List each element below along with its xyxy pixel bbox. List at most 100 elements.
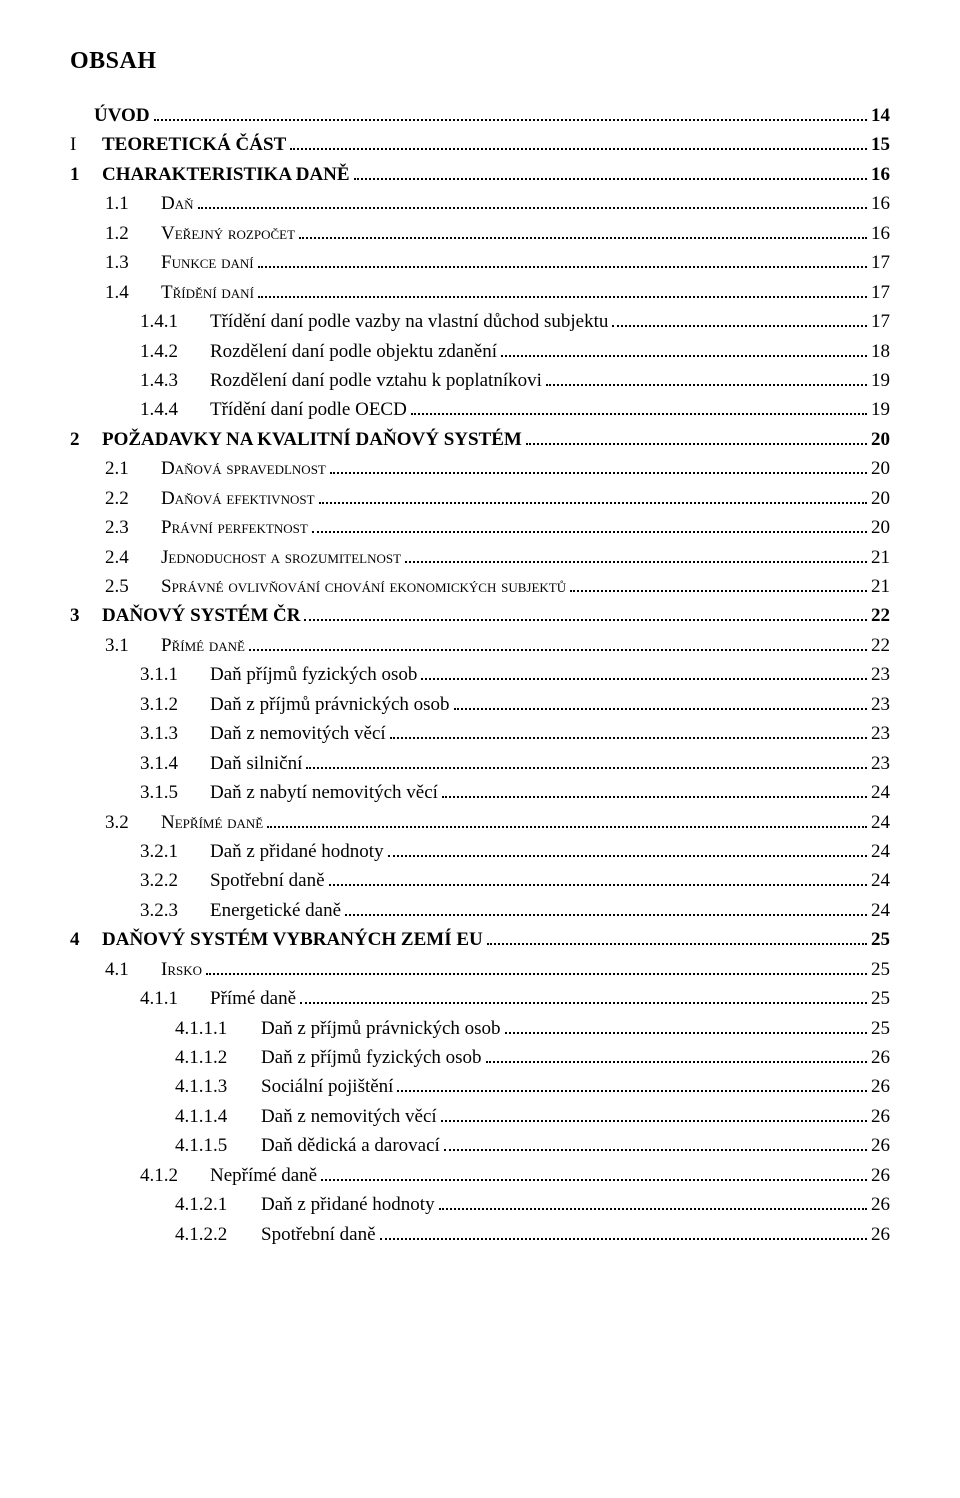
toc-page-number: 17 [871, 248, 890, 277]
dot-leader [321, 1163, 867, 1181]
toc-page-number: 22 [871, 631, 890, 660]
toc-page-number: 24 [871, 778, 890, 807]
toc-entry: 2.1Daňová spravedlnost20 [105, 454, 890, 483]
toc-label: Přímé daně [153, 631, 245, 660]
toc-label: Rozdělení daní podle vztahu k poplatníko… [202, 366, 542, 395]
toc-page-number: 16 [871, 189, 890, 218]
toc-entry: 4.1.2.1Daň z přidané hodnoty26 [175, 1190, 890, 1219]
toc-entry: 3.2.3Energetické daně24 [140, 896, 890, 925]
dot-leader [501, 338, 867, 356]
toc-number: 2.1 [105, 454, 153, 483]
toc-number: 3.1 [105, 631, 153, 660]
toc-number: I [70, 130, 94, 159]
toc-label: Jednoduchost a srozumitelnost [153, 543, 401, 572]
toc-label: DAŇOVÝ SYSTÉM VYBRANÝCH ZEMÍ EU [94, 925, 483, 954]
toc-entry: 4.1.1.2Daň z příjmů fyzických osob26 [175, 1043, 890, 1072]
toc-page-number: 24 [871, 808, 890, 837]
toc-number: 4 [70, 925, 94, 954]
toc-page-number: 20 [871, 425, 890, 454]
toc-label: Daň z příjmů právnických osob [253, 1014, 501, 1043]
toc-page-number: 17 [871, 278, 890, 307]
toc-number: 2.2 [105, 484, 153, 513]
toc-label: Daň silniční [202, 749, 302, 778]
toc-entry: 3DAŇOVÝ SYSTÉM ČR22 [70, 601, 890, 630]
toc-entry: 1.4.1Třídění daní podle vazby na vlastní… [140, 307, 890, 336]
toc-page-number: 19 [871, 395, 890, 424]
dot-leader [380, 1221, 867, 1239]
toc-entry: 1.4.2Rozdělení daní podle objektu zdaněn… [140, 337, 890, 366]
dot-leader [390, 721, 867, 739]
dot-leader [249, 633, 867, 651]
toc-entry: 2POŽADAVKY NA KVALITNÍ DAŇOVÝ SYSTÉM20 [70, 425, 890, 454]
dot-leader [546, 368, 867, 386]
toc-number: 3.1.1 [140, 660, 202, 689]
toc-number: 1 [70, 160, 94, 189]
dot-leader [354, 162, 867, 180]
toc-label: Správné ovlivňování chování ekonomických… [153, 572, 566, 601]
toc-entry: 3.1.1Daň příjmů fyzických osob23 [140, 660, 890, 689]
toc-number: 4.1.2.1 [175, 1190, 253, 1219]
toc-entry: 4.1.1Přímé daně 25 [140, 984, 890, 1013]
toc-page-number: 26 [871, 1102, 890, 1131]
toc-number: 4.1.1 [140, 984, 202, 1013]
toc-label: Daň z nemovitých věcí [253, 1102, 437, 1131]
dot-leader [487, 927, 867, 945]
toc-label: Třídění daní podle vazby na vlastní důch… [202, 307, 608, 336]
toc-page-number: 24 [871, 866, 890, 895]
document-page: OBSAH ÚVOD14ITEORETICKÁ ČÁST151CHARAKTER… [0, 0, 960, 1498]
toc-number: 1.1 [105, 189, 153, 218]
toc-label: ÚVOD [94, 101, 150, 130]
dot-leader [258, 250, 867, 268]
toc-number: 4.1.1.2 [175, 1043, 253, 1072]
toc-page-number: 23 [871, 690, 890, 719]
toc-entry: 3.2.1Daň z přidané hodnoty24 [140, 837, 890, 866]
toc-label: CHARAKTERISTIKA DANĚ [94, 160, 350, 189]
toc-page-number: 20 [871, 484, 890, 513]
dot-leader [330, 456, 867, 474]
toc-entry: 2.2Daňová efektivnost20 [105, 484, 890, 513]
toc-entry: 3.1.5Daň z nabytí nemovitých věcí24 [140, 778, 890, 807]
toc-number: 4.1.2 [140, 1161, 202, 1190]
toc-label: Daň [153, 189, 194, 218]
toc-number: 1.4.3 [140, 366, 202, 395]
dot-leader [299, 221, 867, 239]
toc-page-number: 25 [871, 1014, 890, 1043]
dot-leader [421, 662, 867, 680]
dot-leader [612, 309, 867, 327]
dot-leader [411, 397, 867, 415]
table-of-contents: ÚVOD14ITEORETICKÁ ČÁST151CHARAKTERISTIKA… [70, 101, 890, 1249]
toc-page-number: 22 [871, 601, 890, 630]
toc-label: DAŇOVÝ SYSTÉM ČR [94, 601, 300, 630]
toc-label: Energetické daně [202, 896, 341, 925]
toc-entry: 2.5Správné ovlivňování chování ekonomick… [105, 572, 890, 601]
toc-label: Irsko [153, 955, 202, 984]
toc-label: Spotřební daně [253, 1220, 376, 1249]
dot-leader [300, 986, 867, 1004]
toc-label: Přímé daně [202, 984, 296, 1013]
toc-number: 1.3 [105, 248, 153, 277]
toc-page-number: 23 [871, 749, 890, 778]
toc-entry: 3.2Nepřímé daně24 [105, 808, 890, 837]
toc-number: 1.4.4 [140, 395, 202, 424]
toc-label: Daň z přidané hodnoty [202, 837, 384, 866]
toc-label: Právní perfektnost [153, 513, 308, 542]
toc-page-number: 26 [871, 1043, 890, 1072]
dot-leader [505, 1015, 867, 1033]
toc-entry: 4.1Irsko25 [105, 955, 890, 984]
toc-entry: 3.1Přímé daně 22 [105, 631, 890, 660]
toc-number: 3.2 [105, 808, 153, 837]
toc-entry: 4.1.1.4Daň z nemovitých věcí26 [175, 1102, 890, 1131]
toc-number: 4.1 [105, 955, 153, 984]
toc-entry: 3.1.4Daň silniční23 [140, 749, 890, 778]
dot-leader [154, 103, 867, 121]
dot-leader [526, 427, 867, 445]
toc-label: Veřejný rozpočet [153, 219, 295, 248]
toc-label: Daň dědická a darovací [253, 1131, 440, 1160]
toc-label: Daň příjmů fyzických osob [202, 660, 417, 689]
toc-label: Daň z přidané hodnoty [253, 1190, 435, 1219]
toc-entry: ÚVOD14 [70, 101, 890, 130]
toc-entry: 2.4Jednoduchost a srozumitelnost21 [105, 543, 890, 572]
toc-page-number: 25 [871, 984, 890, 1013]
toc-page-number: 24 [871, 896, 890, 925]
toc-entry: 3.2.2Spotřební daně24 [140, 866, 890, 895]
